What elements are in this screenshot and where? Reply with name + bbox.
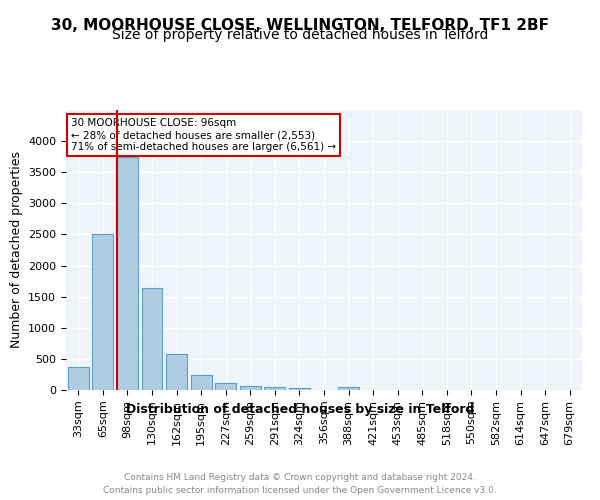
Bar bbox=[117, 156, 138, 390]
Bar bbox=[265, 387, 286, 390]
Text: 30 MOORHOUSE CLOSE: 96sqm
← 28% of detached houses are smaller (2,553)
71% of se: 30 MOORHOUSE CLOSE: 96sqm ← 28% of detac… bbox=[71, 118, 336, 152]
Bar bbox=[289, 388, 310, 390]
Bar bbox=[142, 288, 163, 390]
Bar bbox=[68, 367, 89, 390]
Bar bbox=[338, 386, 359, 390]
Text: Distribution of detached houses by size in Telford: Distribution of detached houses by size … bbox=[126, 402, 474, 415]
Bar bbox=[166, 354, 187, 390]
Text: Contains public sector information licensed under the Open Government Licence v3: Contains public sector information licen… bbox=[103, 486, 497, 495]
Bar bbox=[92, 234, 113, 390]
Text: 30, MOORHOUSE CLOSE, WELLINGTON, TELFORD, TF1 2BF: 30, MOORHOUSE CLOSE, WELLINGTON, TELFORD… bbox=[51, 18, 549, 32]
Text: Size of property relative to detached houses in Telford: Size of property relative to detached ho… bbox=[112, 28, 488, 42]
Bar bbox=[240, 386, 261, 390]
Bar bbox=[215, 383, 236, 390]
Y-axis label: Number of detached properties: Number of detached properties bbox=[10, 152, 23, 348]
Bar bbox=[191, 375, 212, 390]
Text: Contains HM Land Registry data © Crown copyright and database right 2024.: Contains HM Land Registry data © Crown c… bbox=[124, 472, 476, 482]
